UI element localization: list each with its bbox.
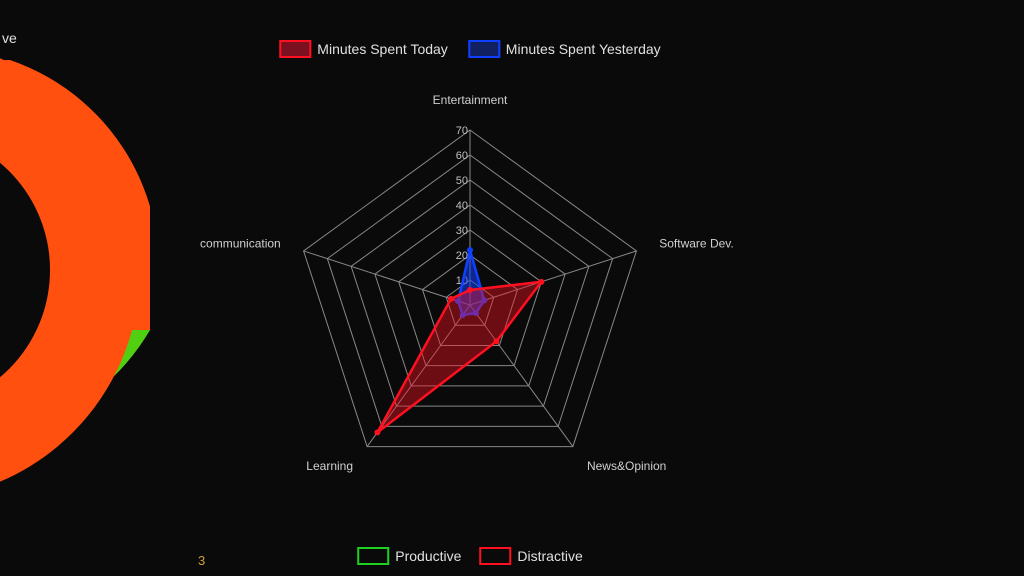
- svg-text:Entertainment: Entertainment: [433, 93, 508, 107]
- legend-label: Productive: [395, 548, 461, 564]
- svg-text:communication: communication: [200, 237, 281, 251]
- legend-swatch: [468, 40, 500, 58]
- legend-bottom: Productive Distractive: [357, 547, 583, 565]
- axis-number: 3: [198, 553, 205, 568]
- svg-text:Learning: Learning: [306, 459, 353, 473]
- radar-svg: 10203040506070EntertainmentSoftware Dev.…: [170, 70, 770, 550]
- radar-chart: Minutes Spent Today Minutes Spent Yester…: [170, 40, 770, 560]
- legend-label: Distractive: [517, 548, 582, 564]
- legend-swatch: [357, 547, 389, 565]
- svg-text:70: 70: [456, 125, 468, 137]
- donut-label-partial: ve: [2, 30, 17, 46]
- legend-top: Minutes Spent Today Minutes Spent Yester…: [279, 40, 660, 58]
- svg-text:40: 40: [456, 200, 468, 212]
- svg-text:50: 50: [456, 175, 468, 187]
- legend-swatch: [279, 40, 311, 58]
- svg-text:Software Dev.: Software Dev.: [659, 237, 733, 251]
- svg-text:30: 30: [456, 225, 468, 237]
- legend-item-yesterday: Minutes Spent Yesterday: [468, 40, 661, 58]
- legend-item-productive: Productive: [357, 547, 461, 565]
- donut-chart-partial: [0, 20, 150, 520]
- legend-item-today: Minutes Spent Today: [279, 40, 448, 58]
- legend-label: Minutes Spent Today: [317, 41, 448, 57]
- svg-text:20: 20: [456, 250, 468, 262]
- svg-text:60: 60: [456, 150, 468, 162]
- dashboard: ve Minutes Spent Today Minutes Spent Yes…: [0, 0, 1024, 576]
- legend-swatch: [479, 547, 511, 565]
- svg-text:News&Opinion: News&Opinion: [587, 459, 666, 473]
- legend-item-distractive: Distractive: [479, 547, 582, 565]
- legend-label: Minutes Spent Yesterday: [506, 41, 661, 57]
